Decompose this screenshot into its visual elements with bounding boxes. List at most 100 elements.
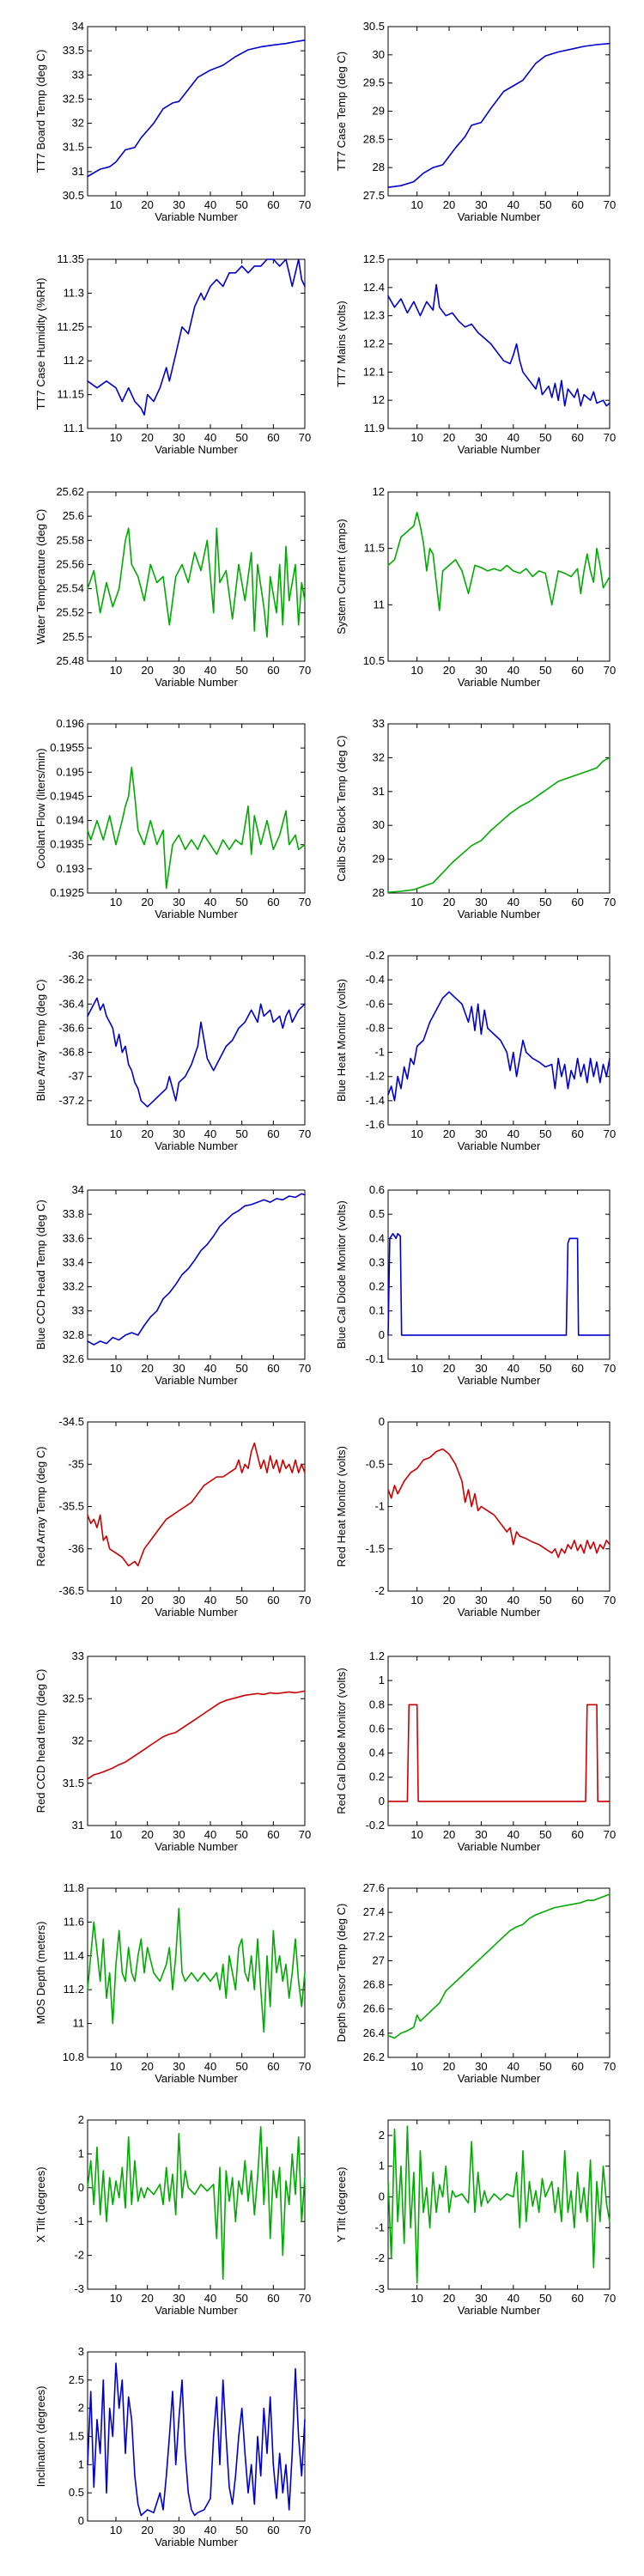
y-tick-label: 33.4 — [63, 1255, 84, 1268]
x-tick-label: 20 — [141, 896, 153, 908]
x-tick-label: 50 — [539, 431, 551, 444]
plot-area — [87, 723, 306, 894]
y-tick-label: 0.194 — [56, 814, 84, 827]
plot-area — [87, 26, 306, 197]
y-tick-label: 11 — [73, 2017, 85, 2030]
series-line — [87, 997, 306, 1108]
x-tick-label: 60 — [571, 1594, 583, 1607]
chart-1: 10 20 30 40 50 60 70 30.5 31 31.5 32 32.5 33 33.5 34 Va… — [34, 20, 311, 223]
y-tick-label: 1 — [379, 2160, 385, 2172]
chart-8: 10 20 30 40 50 60 70 28 29 30 31 32 33 Variable Numbe… — [335, 717, 616, 920]
x-tick-label: 20 — [141, 1828, 153, 1841]
x-tick-label: 50 — [235, 896, 247, 908]
x-tick-label: 60 — [267, 664, 279, 677]
y-axis-label: Depth Sensor Temp (deg C) — [335, 1904, 348, 2043]
x-tick-label: 60 — [571, 431, 583, 444]
x-tick-label: 40 — [204, 2524, 216, 2537]
x-tick-label: 10 — [110, 896, 122, 908]
x-tick-label: 70 — [604, 2292, 616, 2305]
x-tick-label: 40 — [204, 431, 216, 444]
x-tick-label: 10 — [110, 2060, 122, 2073]
series-line — [87, 527, 306, 638]
x-tick-label: 70 — [299, 1594, 311, 1607]
x-tick-label: 30 — [173, 2060, 185, 2073]
y-tick-label: 27.6 — [363, 1881, 385, 1894]
x-axis-label: Variable Number — [458, 210, 541, 223]
plot-area — [387, 1421, 611, 1592]
y-tick-label: -37 — [68, 1070, 84, 1083]
x-axis-label: Variable Number — [155, 2536, 238, 2549]
x-tick-label: 30 — [173, 664, 185, 677]
y-tick-label: 33 — [373, 717, 385, 730]
y-tick-label: -0.5 — [366, 1457, 385, 1470]
x-tick-label: 50 — [235, 2524, 247, 2537]
y-axis-label: Blue Cal Diode Monitor (volts) — [335, 1200, 348, 1349]
x-tick-label: 70 — [604, 431, 616, 444]
x-axis-label: Variable Number — [458, 1374, 541, 1387]
y-tick-label: 31 — [373, 785, 385, 798]
x-axis-label: Variable Number — [155, 2072, 238, 2085]
y-tick-label: -0.2 — [366, 949, 385, 962]
y-tick-label: -1 — [74, 2215, 84, 2227]
x-tick-label: 20 — [141, 2292, 153, 2305]
y-axis-label: Inclination (degrees) — [34, 2386, 47, 2488]
y-tick-label: -3 — [74, 2282, 84, 2295]
y-axis-label: Blue Array Temp (deg C) — [34, 979, 47, 1101]
y-tick-label: 10.5 — [363, 654, 385, 667]
y-tick-label: -34.5 — [58, 1415, 84, 1428]
x-tick-label: 30 — [475, 1362, 487, 1375]
y-tick-label: 27 — [373, 1953, 385, 1966]
y-tick-label: 12.1 — [363, 365, 385, 378]
y-tick-label: 2 — [78, 2402, 84, 2415]
y-tick-label: 28 — [373, 161, 385, 173]
x-tick-label: 50 — [235, 2292, 247, 2305]
y-tick-label: -2 — [74, 2249, 84, 2262]
y-tick-label: 11.1 — [64, 422, 84, 434]
x-tick-label: 60 — [571, 1127, 583, 1140]
x-axis-label: Variable Number — [458, 443, 541, 456]
y-tick-label: 0.8 — [369, 1698, 385, 1710]
x-tick-label: 20 — [443, 1362, 455, 1375]
x-tick-label: 30 — [173, 2292, 185, 2305]
x-axis-label: Variable Number — [458, 908, 541, 920]
y-tick-label: 33 — [72, 68, 84, 81]
x-tick-label: 70 — [299, 2524, 311, 2537]
x-tick-label: 10 — [110, 431, 122, 444]
y-axis-label: Red Cal Diode Monitor (volts) — [335, 1668, 348, 1814]
y-tick-label: 0.5 — [69, 2486, 84, 2499]
y-tick-label: 11.6 — [64, 1915, 84, 1928]
series-line — [387, 756, 611, 893]
x-tick-label: 50 — [235, 664, 247, 677]
y-tick-label: 31.5 — [63, 141, 84, 154]
x-axis-label: Variable Number — [155, 210, 238, 223]
x-tick-label: 50 — [539, 1828, 551, 1841]
y-tick-label: -2 — [374, 2251, 385, 2264]
x-tick-label: 20 — [443, 1594, 455, 1607]
x-tick-label: 10 — [410, 664, 422, 677]
x-tick-label: 50 — [539, 2060, 551, 2073]
y-tick-label: 12.5 — [363, 252, 385, 265]
y-tick-label: -2 — [374, 1584, 385, 1597]
y-tick-label: 31.5 — [63, 1777, 84, 1789]
y-axis-label: TT7 Case Humidity (%RH) — [34, 278, 47, 410]
x-tick-label: 20 — [443, 896, 455, 908]
chart-16: 10 20 30 40 50 60 70 -0.2 0 0.2 0.4 0.6 0.8 1 1.2 Varia… — [335, 1649, 616, 1853]
x-tick-label: 40 — [507, 2292, 519, 2305]
y-axis-label: MOS Depth (meters) — [34, 1922, 47, 2025]
x-tick-label: 40 — [204, 1828, 216, 1841]
y-tick-label: 32.5 — [63, 1692, 84, 1704]
y-tick-label: 28.5 — [363, 132, 385, 145]
x-tick-label: 70 — [604, 1362, 616, 1375]
y-tick-label: 31 — [72, 165, 84, 178]
x-tick-label: 50 — [539, 664, 551, 677]
x-tick-label: 70 — [299, 198, 311, 211]
x-axis-label: Variable Number — [155, 443, 238, 456]
x-tick-label: 30 — [173, 198, 185, 211]
series-line — [87, 1442, 306, 1567]
y-tick-label: 0.193 — [56, 862, 84, 875]
x-tick-label: 50 — [235, 2060, 247, 2073]
x-tick-label: 50 — [539, 896, 551, 908]
x-tick-label: 20 — [443, 1127, 455, 1140]
y-tick-label: 1 — [78, 2147, 84, 2160]
x-tick-label: 30 — [475, 664, 487, 677]
